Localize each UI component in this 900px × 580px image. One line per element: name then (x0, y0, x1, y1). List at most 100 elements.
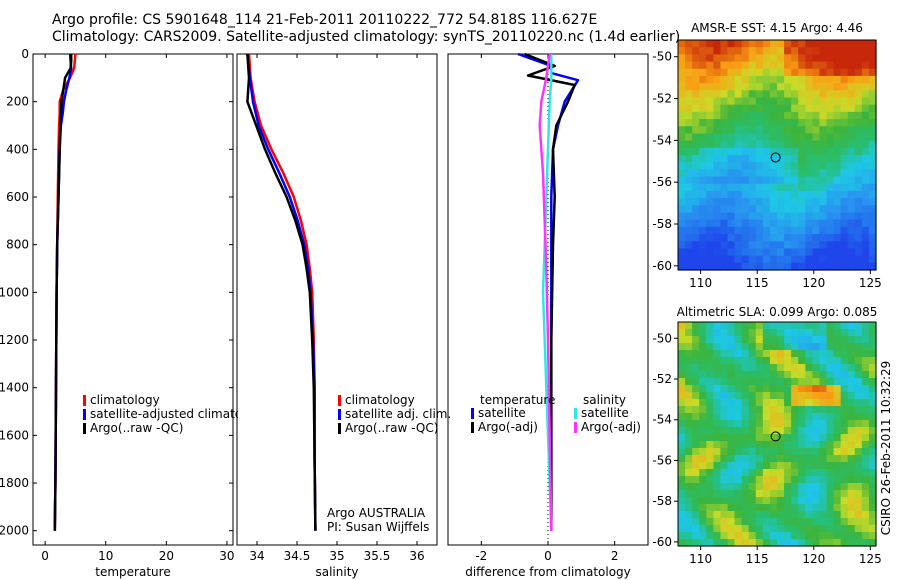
map-cell (692, 68, 700, 77)
map-cell (819, 97, 828, 106)
map-cell (713, 162, 722, 170)
map-cell (748, 97, 757, 106)
map-cell (791, 104, 799, 113)
map-cell (713, 406, 722, 414)
map-cell (734, 322, 743, 330)
map-cell (678, 205, 686, 214)
map-cell (805, 54, 813, 63)
map-cell (734, 190, 743, 199)
map-cell (713, 205, 722, 214)
map-cell (678, 434, 686, 442)
map-cell (741, 406, 750, 414)
map-cell (840, 539, 849, 547)
y-tick-label: 600 (6, 190, 29, 204)
map-cell (833, 205, 842, 214)
map-cell (755, 427, 764, 435)
map-cell (685, 525, 693, 533)
map-cell (826, 190, 835, 199)
map-cell (706, 511, 714, 519)
map-cell (769, 406, 778, 414)
map-cell (769, 212, 778, 221)
map-cell (678, 162, 686, 170)
map-cell (699, 212, 707, 221)
map-cell (812, 399, 821, 407)
map-cell (748, 169, 757, 178)
map-cell (861, 83, 870, 91)
map-cell (713, 497, 722, 505)
map-cell (706, 497, 714, 505)
map-cell (777, 469, 785, 477)
map-cell (840, 248, 849, 257)
map-cell (868, 248, 877, 257)
map-cell (727, 255, 736, 264)
map-cell (727, 371, 736, 379)
map-cell (769, 97, 778, 106)
map-title-sla: Altimetric SLA: 0.099 Argo: 0.085 (677, 305, 878, 319)
map-cell (741, 140, 750, 149)
map-cell (678, 155, 686, 163)
map-cell (826, 262, 835, 271)
map-cell (861, 378, 870, 386)
x-tick-label: 36 (409, 549, 424, 563)
map-cell (861, 364, 870, 372)
map-cell (819, 406, 828, 414)
map-cell (819, 413, 828, 421)
map-cell (685, 262, 693, 271)
map-cell (854, 119, 863, 127)
map-cell (819, 336, 828, 344)
map-cell (692, 371, 700, 379)
map-cell (678, 469, 686, 477)
map-cell (861, 539, 870, 547)
map-cell (706, 212, 714, 221)
difference-legend-temperature-satellite-label: satellite (478, 406, 526, 420)
x-tick-label: 30 (219, 549, 234, 563)
map-cell (769, 525, 778, 533)
map-cell (720, 126, 729, 135)
map-cell (713, 54, 722, 63)
map-cell (791, 219, 799, 228)
map-cell (805, 205, 813, 214)
map-cell (734, 205, 743, 214)
map-cell (847, 378, 856, 386)
map-cell (706, 119, 714, 127)
map-cell (840, 262, 849, 271)
map-cell (692, 427, 700, 435)
map-cell (713, 469, 722, 477)
map-cell (755, 413, 764, 421)
map-cell (805, 47, 813, 55)
map-cell (854, 219, 863, 228)
map-cell (777, 198, 785, 206)
map-cell (713, 427, 722, 435)
map-cell (727, 322, 736, 330)
map-cell (685, 97, 693, 106)
map-cell (706, 255, 714, 264)
map-cell (699, 364, 707, 372)
map-cell (777, 385, 785, 393)
map-cell (840, 518, 849, 526)
map-cell (769, 336, 778, 344)
map-cell (769, 68, 778, 77)
map-cell (833, 83, 842, 91)
map-cell (861, 40, 870, 48)
x-tick-label: 10 (98, 549, 113, 563)
map-cell (868, 226, 877, 235)
map-cell (847, 483, 856, 491)
map-cell (727, 234, 736, 242)
map-cell (762, 441, 771, 449)
map-cell (769, 226, 778, 235)
map-cell (727, 420, 736, 428)
map-cell (685, 427, 693, 435)
map-cell (727, 183, 736, 192)
map-cell (755, 162, 764, 170)
map-cell (741, 385, 750, 393)
map-cell (833, 420, 842, 428)
map-cell (769, 241, 778, 250)
map-cell (833, 504, 842, 512)
map-cell (734, 169, 743, 178)
map-cell (727, 525, 736, 533)
map-cell (847, 469, 856, 477)
x-tick-label: 35.5 (364, 549, 391, 563)
map-cell (868, 455, 877, 463)
map-cell (784, 448, 792, 456)
map-cell (861, 462, 870, 470)
